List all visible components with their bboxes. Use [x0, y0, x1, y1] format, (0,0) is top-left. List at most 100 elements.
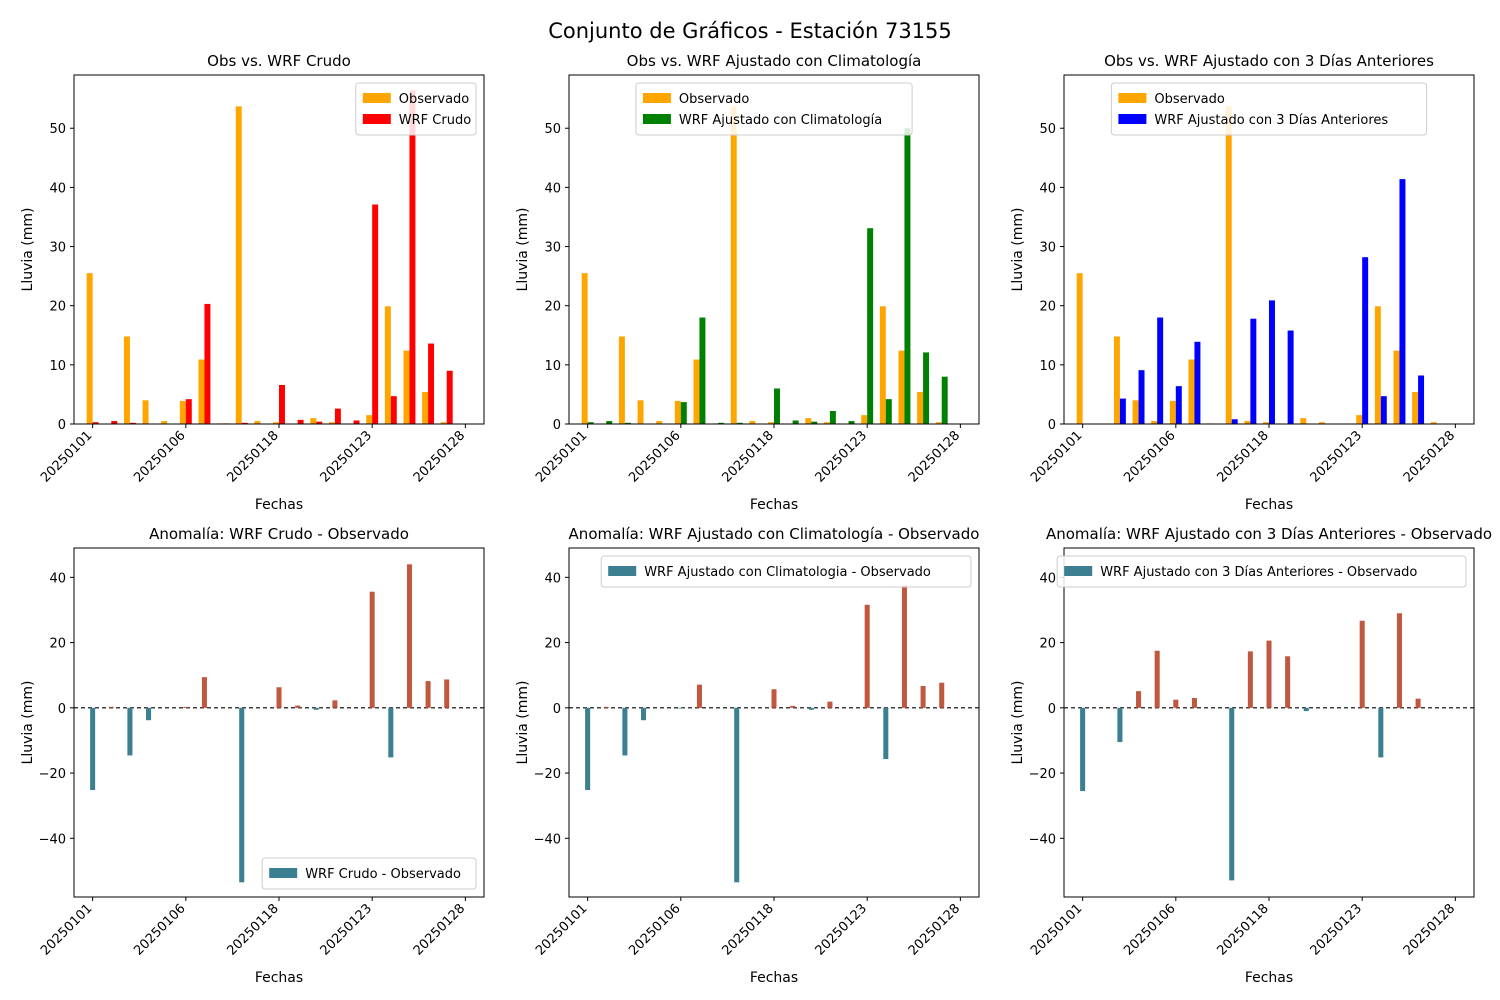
- x-tick-label: 20250106: [131, 428, 188, 485]
- bar: [428, 343, 435, 424]
- bar: [1287, 330, 1294, 424]
- x-tick-label: 20250106: [1121, 428, 1178, 485]
- bar: [1169, 400, 1176, 424]
- y-tick-label: 20: [49, 637, 66, 652]
- x-tick-label: 20250128: [411, 428, 468, 485]
- legend-label: Observado: [1154, 92, 1225, 107]
- bar: [276, 687, 282, 708]
- bar: [730, 106, 737, 425]
- legend-swatch: [642, 93, 671, 103]
- legend-swatch: [362, 114, 391, 124]
- bar: [1250, 318, 1257, 424]
- x-axis-label: Fechas: [255, 497, 303, 513]
- legend-swatch: [362, 93, 391, 103]
- y-tick-label: 40: [1039, 181, 1056, 196]
- panel-title: Anomalía: WRF Ajustado con 3 Días Anteri…: [1046, 525, 1492, 543]
- bar: [848, 421, 855, 424]
- bar: [792, 420, 799, 424]
- bar: [771, 689, 777, 708]
- bar: [183, 706, 189, 708]
- bar: [334, 408, 341, 424]
- legend-label: Observado: [399, 92, 470, 107]
- bar: [941, 376, 948, 424]
- legend-box: [1110, 82, 1428, 136]
- bar: [885, 399, 892, 424]
- bar: [1285, 656, 1291, 708]
- bar: [883, 707, 889, 760]
- y-tick-label: 0: [58, 702, 66, 717]
- bar: [935, 422, 942, 424]
- bar: [718, 422, 725, 424]
- bar: [1080, 707, 1086, 791]
- y-tick-label: 50: [1039, 122, 1056, 137]
- bar: [332, 700, 338, 708]
- bar: [1269, 300, 1275, 424]
- bar: [879, 306, 886, 424]
- bar: [587, 422, 594, 424]
- bar: [1303, 707, 1309, 712]
- x-tick-label: 20250118: [719, 428, 776, 485]
- y-tick-label: −20: [39, 767, 66, 782]
- bar: [369, 591, 375, 708]
- bar: [678, 707, 684, 709]
- x-axis-label: Fechas: [255, 970, 303, 986]
- bar: [1173, 699, 1179, 708]
- bar: [1318, 422, 1325, 424]
- bar: [1396, 613, 1402, 708]
- bar: [1132, 400, 1139, 424]
- bar: [1244, 421, 1251, 424]
- bar: [142, 400, 149, 424]
- bar: [1119, 398, 1126, 424]
- bar: [92, 422, 99, 424]
- y-tick-label: 30: [49, 241, 66, 256]
- bar: [273, 422, 279, 424]
- y-tick-label: 40: [49, 181, 66, 196]
- bar: [1362, 257, 1369, 424]
- bar: [1359, 620, 1365, 708]
- legend-label: WRF Ajustado con 3 Días Anteriores - Obs…: [1100, 565, 1417, 580]
- x-tick-label: 20250106: [626, 428, 683, 485]
- y-tick-label: 0: [1048, 418, 1056, 433]
- legend-swatch: [269, 868, 298, 878]
- y-tick-label: 40: [544, 181, 561, 196]
- bar: [1300, 418, 1307, 424]
- x-tick-label: 20250123: [813, 901, 870, 958]
- bar: [1380, 396, 1387, 424]
- bar: [774, 388, 780, 424]
- bar: [1175, 386, 1182, 424]
- bar: [388, 707, 394, 758]
- panel-2: Obs vs. WRF Ajustado con Climatología 0 10…: [515, 52, 980, 513]
- bar: [425, 681, 431, 708]
- bar: [328, 422, 335, 424]
- x-tick-label: 20250123: [318, 428, 375, 485]
- bar: [444, 679, 450, 708]
- bar: [923, 352, 930, 424]
- bar: [390, 396, 397, 424]
- bar: [313, 707, 319, 710]
- bar: [406, 564, 412, 708]
- y-axis-label: Lluvia (mm): [20, 681, 36, 765]
- panel-5: Anomalía: WRF Ajustado con Climatología …: [515, 525, 980, 986]
- axes-frame: [568, 547, 980, 898]
- x-tick-label: 20250128: [1401, 428, 1458, 485]
- bar: [1393, 350, 1400, 424]
- bar: [1225, 106, 1232, 425]
- y-axis-label: Lluvia (mm): [515, 681, 531, 765]
- bar: [235, 106, 242, 425]
- bar: [295, 705, 301, 708]
- panel-6: Anomalía: WRF Ajustado con 3 Días Anteri…: [1010, 525, 1492, 986]
- bar: [1229, 707, 1235, 881]
- bar: [403, 350, 410, 424]
- bar: [920, 685, 926, 708]
- bar: [624, 422, 631, 424]
- legend: WRF Ajustado con Climatologia - Observad…: [600, 555, 972, 588]
- panel-title: Obs vs. WRF Crudo: [207, 52, 351, 70]
- bar: [917, 392, 924, 424]
- bar: [811, 421, 818, 424]
- bar: [316, 421, 323, 424]
- panel-title: Anomalía: WRF Crudo - Observado: [149, 525, 409, 543]
- legend-swatch: [642, 114, 671, 124]
- bar: [585, 707, 591, 791]
